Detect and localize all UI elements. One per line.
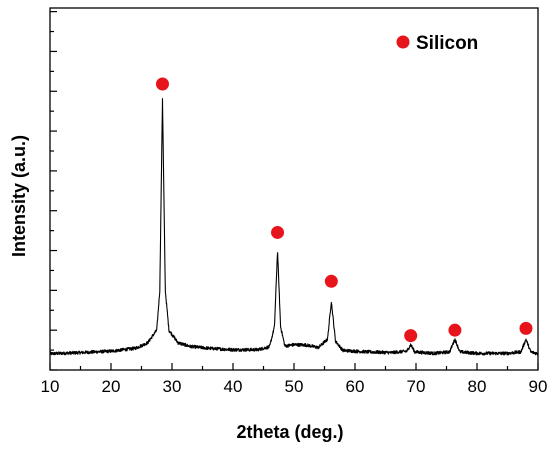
silicon-peak-marker [155,77,169,91]
x-tick-label: 60 [346,377,365,396]
x-tick-label: 70 [407,377,426,396]
x-tick-label: 20 [102,377,121,396]
x-tick-label: 10 [41,377,60,396]
silicon-peak-marker [404,329,418,343]
legend-silicon-marker [396,35,410,49]
xrd-pattern-line [49,98,539,356]
x-axis-title: 2theta (deg.) [236,422,343,442]
silicon-peak-marker [271,225,285,239]
x-tick-label: 40 [224,377,243,396]
x-tick-label: 50 [285,377,304,396]
peak-marker-layer [155,77,533,343]
silicon-peak-marker [448,323,462,337]
y-axis-ticks [50,11,57,371]
silicon-peak-marker [324,274,338,288]
x-axis-ticks [49,363,539,370]
x-axis-tick-labels: 10 20 30 40 50 60 70 80 90 [41,377,548,396]
legend: Silicon [396,33,478,54]
x-tick-label: 80 [468,377,487,396]
plot-frame [49,7,539,371]
silicon-peak-marker [519,321,533,335]
plot-border [49,7,539,371]
y-axis-title: Intensity (a.u.) [9,135,29,257]
x-tick-label: 30 [163,377,182,396]
x-tick-label: 90 [529,377,548,396]
legend-silicon-label: Silicon [416,33,478,54]
series-layer [49,98,539,356]
